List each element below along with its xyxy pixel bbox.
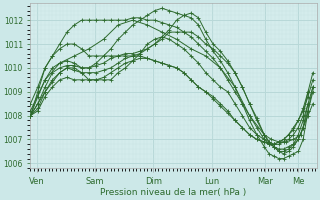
X-axis label: Pression niveau de la mer( hPa ): Pression niveau de la mer( hPa ) (100, 188, 247, 197)
